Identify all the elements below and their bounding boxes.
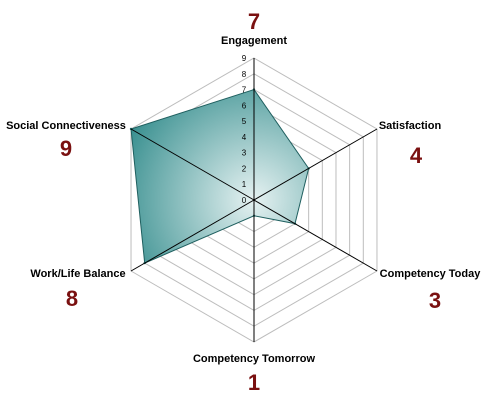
tick-label: 9 — [242, 54, 247, 63]
value-label: 1 — [248, 370, 260, 395]
tick-label: 8 — [242, 70, 247, 79]
tick-label: 1 — [242, 180, 247, 189]
category-label: Competency Tomorrow — [193, 353, 315, 365]
data-area — [130, 88, 310, 264]
axis-spoke-2 — [253, 199, 378, 272]
tick-label: 4 — [242, 133, 247, 142]
tick-label: 2 — [242, 164, 247, 173]
tick-label: 7 — [242, 86, 247, 95]
category-label: Social Connectiveness — [6, 120, 126, 132]
tick-label: 3 — [242, 149, 247, 158]
category-label: Satisfaction — [379, 120, 442, 132]
value-label: 9 — [60, 136, 72, 161]
tick-label: 0 — [242, 196, 247, 205]
tick-label: 6 — [242, 101, 247, 110]
value-label: 4 — [410, 143, 423, 168]
value-label: 8 — [66, 286, 78, 311]
value-label: 7 — [248, 9, 260, 34]
tick-label: 5 — [242, 117, 247, 126]
category-label: Engagement — [221, 35, 287, 47]
axis-spoke-5 — [130, 128, 255, 201]
category-label: Work/Life Balance — [30, 268, 125, 280]
axis-spoke-4 — [130, 199, 255, 272]
axis-spoke-1 — [253, 128, 378, 201]
category-label: Competency Today — [380, 268, 482, 280]
value-label: 3 — [429, 288, 441, 313]
